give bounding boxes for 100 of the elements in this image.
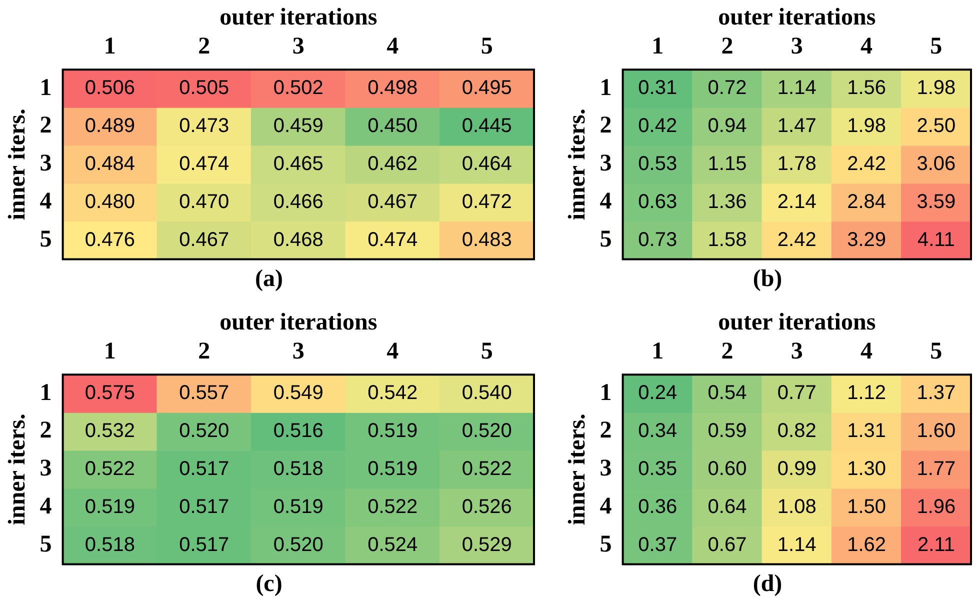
data-label: 1.60 — [916, 420, 956, 442]
data-label: 0.54 — [708, 382, 747, 404]
data-label: 0.498 — [368, 77, 418, 100]
x-tick-label: 1 — [652, 338, 664, 364]
y-tick-label: 2 — [40, 418, 52, 444]
x-axis-title: outer iterations — [718, 310, 876, 336]
text: (a) — [255, 266, 283, 292]
y-tick-label: 5 — [600, 226, 612, 252]
text: (d) — [752, 570, 782, 597]
y-tick-label: 4 — [600, 188, 612, 215]
data-label: 0.483 — [462, 228, 512, 251]
x-tick-label: 2 — [721, 33, 734, 60]
data-label: 0.522 — [462, 458, 512, 480]
data-label: 0.519 — [84, 496, 135, 518]
data-label: 2.11 — [917, 534, 955, 556]
data-label: 0.465 — [273, 152, 324, 175]
data-label: 1.12 — [847, 382, 886, 404]
data-label: 0.517 — [179, 534, 230, 556]
data-label: 0.474 — [368, 228, 418, 251]
data-label: 1.96 — [916, 496, 956, 518]
data-label: 0.557 — [179, 382, 230, 404]
data-label: 0.518 — [84, 534, 135, 556]
y-tick-label: 2 — [40, 112, 52, 139]
y-tick-label: 4 — [40, 494, 52, 520]
x-tick-label: 3 — [292, 338, 304, 364]
data-label: 3.29 — [847, 228, 886, 251]
data-label: 0.522 — [368, 496, 418, 518]
y-axis-title: inner iters. — [4, 108, 31, 220]
y-tick-label: 4 — [40, 188, 52, 215]
y-axis-title: inner iters. — [564, 108, 591, 220]
data-label: 1.98 — [916, 77, 956, 100]
x-tick-label: 4 — [860, 33, 873, 60]
data-label: 1.98 — [847, 114, 886, 137]
x-tick-label: 2 — [198, 338, 210, 364]
x-axis-title: outer iterations — [718, 4, 876, 31]
data-label: 1.62 — [847, 534, 886, 556]
x-tick-label: 1 — [104, 338, 116, 364]
data-label: 0.464 — [462, 152, 512, 175]
data-label: 0.520 — [179, 420, 230, 442]
x-tick-label: 5 — [930, 338, 942, 364]
data-label: 2.50 — [916, 114, 956, 137]
data-label: 0.36 — [638, 496, 678, 518]
data-label: 0.37 — [638, 534, 678, 556]
data-label: 0.495 — [462, 77, 512, 100]
x-tick-label: 3 — [790, 338, 803, 364]
x-tick-label: 4 — [860, 338, 873, 364]
data-label: 1.77 — [916, 458, 956, 480]
data-label: 0.520 — [273, 534, 324, 556]
x-tick-label: 5 — [480, 33, 493, 60]
data-label: 0.53 — [638, 152, 678, 175]
data-label: 0.24 — [638, 382, 678, 404]
data-label: 1.47 — [777, 114, 816, 137]
data-label: 3.06 — [916, 152, 956, 175]
data-label: 2.84 — [847, 190, 886, 213]
data-label: 0.64 — [708, 496, 747, 518]
data-label: 0.506 — [84, 77, 135, 100]
data-label: 4.11 — [917, 228, 955, 251]
data-label: 0.467 — [179, 228, 230, 251]
data-label: 0.542 — [368, 382, 418, 404]
data-label: 0.82 — [777, 420, 816, 442]
x-tick-label: 4 — [386, 33, 399, 60]
data-label: 0.484 — [84, 152, 135, 175]
data-label: 0.459 — [273, 114, 324, 137]
data-label: 0.519 — [368, 420, 418, 442]
y-tick-label: 5 — [40, 226, 52, 252]
data-label: 0.476 — [84, 228, 135, 251]
y-tick-label: 1 — [600, 380, 612, 406]
y-tick-label: 2 — [600, 418, 612, 444]
data-label: 0.59 — [708, 420, 747, 442]
x-axis-title: outer iterations — [220, 310, 378, 336]
data-label: 0.489 — [84, 114, 135, 137]
data-label: 0.63 — [638, 190, 678, 213]
y-tick-label: 2 — [600, 112, 612, 139]
data-label: 0.94 — [708, 114, 747, 137]
text: (b) — [752, 266, 782, 292]
data-label: 0.99 — [777, 458, 816, 480]
data-label: 1.31 — [847, 420, 886, 442]
data-label: 0.505 — [179, 77, 230, 100]
data-label: 0.466 — [273, 190, 324, 213]
x-tick-label: 2 — [198, 33, 210, 60]
data-label: 0.470 — [179, 190, 230, 213]
data-label: 0.77 — [777, 382, 816, 404]
data-label: 2.42 — [777, 228, 816, 251]
data-label: 0.480 — [84, 190, 135, 213]
y-axis-title: inner iters. — [4, 414, 31, 526]
data-label: 1.78 — [777, 152, 816, 175]
data-label: 1.14 — [777, 534, 816, 556]
data-label: 0.67 — [708, 534, 747, 556]
x-axis-title: outer iterations — [220, 4, 378, 31]
data-label: 0.467 — [368, 190, 418, 213]
y-tick-label: 1 — [40, 74, 52, 101]
data-label: 0.462 — [368, 152, 418, 175]
data-label: 0.517 — [179, 496, 230, 518]
data-label: 0.524 — [368, 534, 418, 556]
data-label: 0.549 — [273, 382, 324, 404]
data-label: 0.73 — [638, 228, 678, 251]
data-label: 1.08 — [777, 496, 816, 518]
data-label: 0.42 — [638, 114, 678, 137]
data-label: 0.472 — [462, 190, 512, 213]
x-tick-label: 2 — [721, 338, 734, 364]
